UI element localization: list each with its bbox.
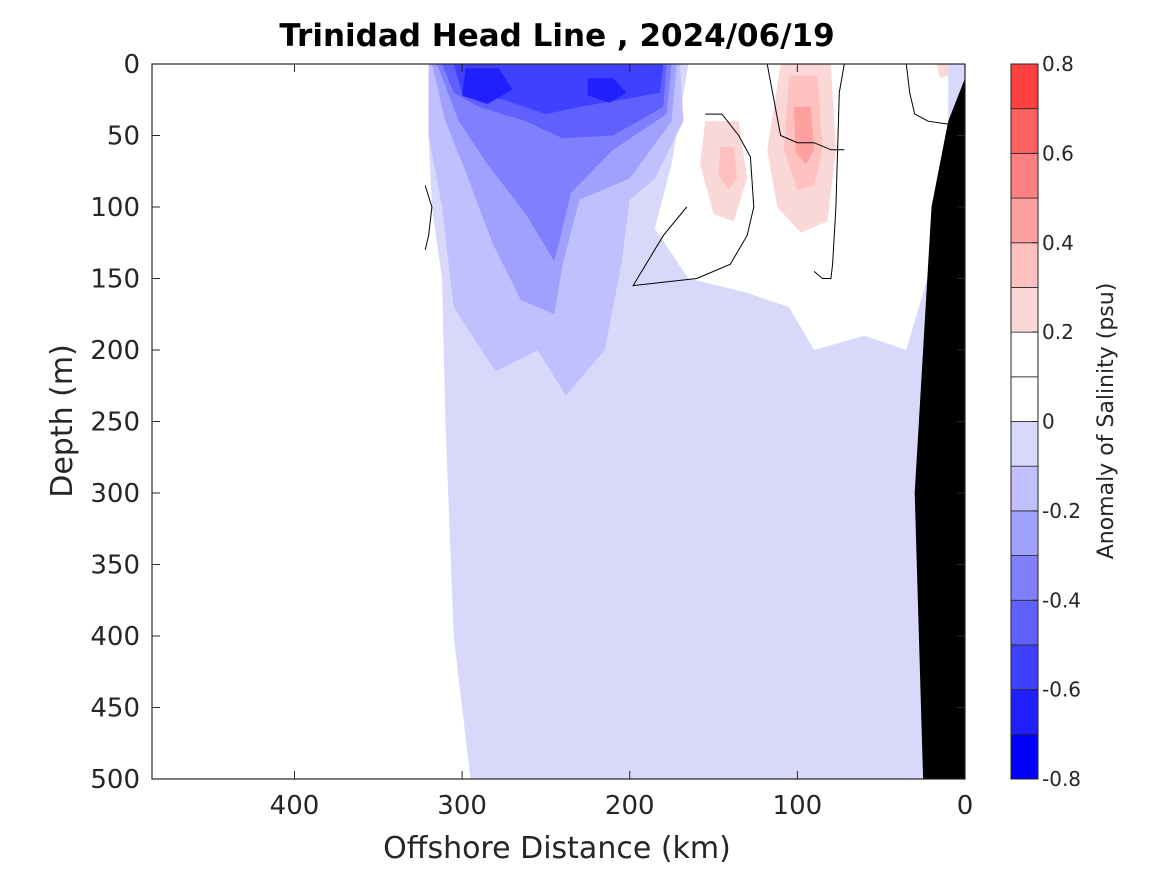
x-tick-label: 100 (773, 791, 823, 821)
colorbar-swatch (1010, 644, 1039, 691)
colorbar-swatch (1010, 689, 1039, 735)
colorbar-swatch (1010, 287, 1039, 333)
colorbar-swatch (1010, 197, 1039, 244)
zero-contour-1 (766, 64, 845, 151)
contour-region-11 (936, 64, 949, 79)
x-tick-label: 300 (437, 791, 487, 821)
colorbar-swatch (1010, 421, 1039, 467)
colorbar-tick-label: -0.6 (1042, 678, 1081, 702)
colorbar-tick-label: 0.4 (1042, 231, 1074, 255)
zero-contour-lines (424, 64, 949, 287)
colorbar-tick-label: 0 (1042, 410, 1055, 434)
x-tick-label: 0 (957, 791, 974, 821)
colorbar-swatch (1010, 510, 1039, 556)
colorbar-tick-label: -0.2 (1042, 499, 1081, 523)
y-tick-label: 500 (90, 765, 140, 795)
colorbar-tick-label: -0.8 (1042, 767, 1081, 791)
colorbar-swatch (1010, 376, 1039, 422)
colorbar-swatch (1010, 599, 1039, 646)
colorbar-tick-label: -0.4 (1042, 588, 1081, 612)
x-tick-label: 400 (270, 791, 320, 821)
contour-regions (428, 64, 965, 779)
zero-contour-0 (632, 113, 755, 287)
colorbar-tick-label: 0.2 (1042, 320, 1074, 344)
land-mask (914, 78, 965, 779)
colorbar-swatch (1010, 331, 1039, 378)
colorbar-tick-label: 0.8 (1042, 52, 1074, 76)
zero-contour-2 (813, 64, 845, 279)
x-tick-label: 200 (605, 791, 655, 821)
x-axis-label: Offshore Distance (km) (383, 831, 731, 866)
y-tick-label: 250 (90, 408, 140, 438)
contour-region-13 (718, 146, 737, 190)
contour-region-14 (794, 106, 815, 165)
contour-region-7 (462, 68, 513, 104)
y-tick-label: 0 (123, 50, 140, 80)
y-axis-label: Depth (m) (45, 344, 80, 498)
colorbar-swatch (1010, 465, 1039, 512)
y-axis-ticks: 0 50 100 150 200 250 300 350 400 450 500 (90, 50, 965, 795)
y-tick-label: 350 (90, 551, 140, 581)
y-tick-label: 50 (107, 122, 140, 152)
y-tick-label: 400 (90, 622, 140, 652)
colorbar-swatch (1010, 733, 1039, 780)
colorbar-swatch (1010, 63, 1039, 110)
colorbar-tick-label: 0.6 (1042, 141, 1074, 165)
colorbar-swatch (1010, 555, 1039, 601)
y-tick-label: 100 (90, 193, 140, 223)
y-tick-label: 200 (90, 336, 140, 366)
y-tick-label: 450 (90, 694, 140, 724)
colorbar-swatch (1010, 152, 1039, 199)
colorbar-swatch (1010, 108, 1039, 154)
x-axis-ticks: 400 300 200 100 0 (270, 64, 974, 821)
zero-contour-3 (424, 185, 433, 251)
contour-region-8 (587, 78, 627, 103)
seafloor-land-mask (914, 78, 965, 779)
colorbar-swatch (1010, 242, 1039, 288)
chart-title: Trinidad Head Line , 2024/06/19 (279, 18, 834, 54)
zero-contour-4 (905, 64, 949, 125)
y-tick-label: 150 (90, 265, 140, 295)
colorbar-label: Anomaly of Salinity (psu) (1094, 283, 1119, 560)
y-tick-label: 300 (90, 479, 140, 509)
colorbar: -0.8 -0.6 -0.4 -0.2 0 0.2 0.4 0.6 0.8 (1010, 52, 1081, 791)
